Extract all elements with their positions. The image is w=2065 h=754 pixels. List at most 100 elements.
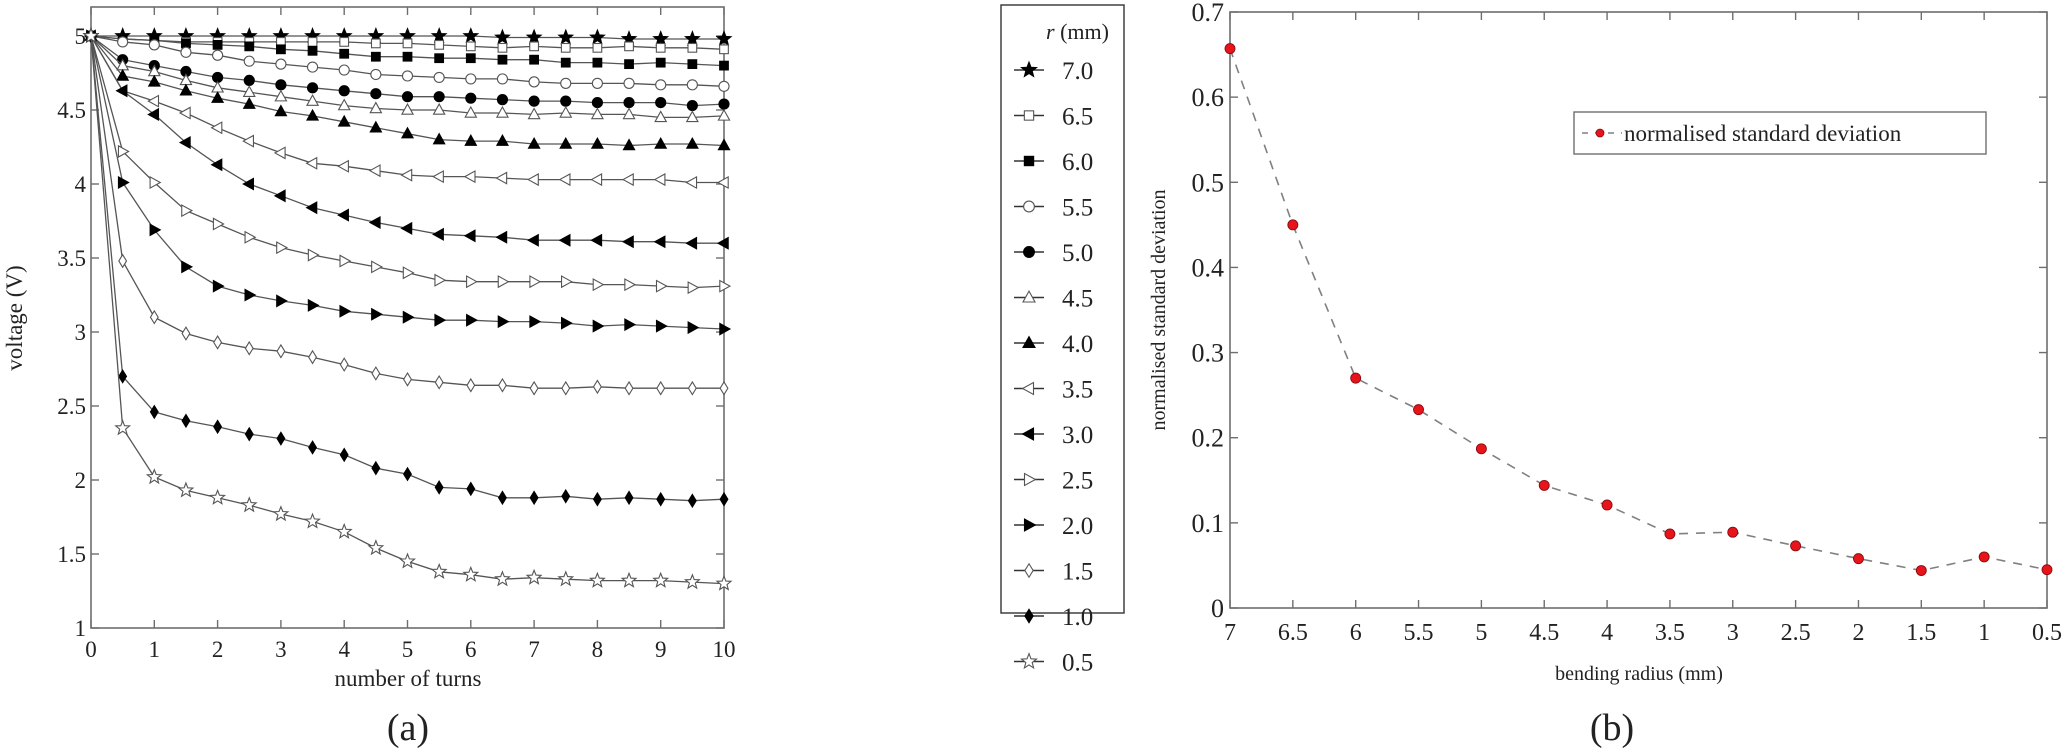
- circle-marker-icon: [718, 80, 730, 92]
- triangle-left-marker-icon: [558, 173, 571, 187]
- x-tick-label-b: 2: [1852, 620, 1864, 646]
- diamond-marker-icon: [497, 377, 507, 393]
- triangle-left-marker-icon: [1021, 381, 1035, 396]
- series-r-1.0: [86, 28, 729, 509]
- data-point-marker: [1413, 404, 1424, 416]
- series-group-b: [1224, 43, 2053, 576]
- triangle-right-marker-icon: [371, 307, 383, 321]
- triangle-right-marker-icon: [339, 254, 352, 268]
- legend-item-a: 6.0: [1014, 149, 1093, 176]
- y-tick-label-b: 0.4: [1192, 253, 1225, 282]
- diamond-marker-icon: [561, 488, 571, 504]
- triangle-left-marker-icon: [400, 168, 413, 182]
- diamond-marker-icon: [624, 380, 634, 396]
- triangle-right-marker-icon: [687, 321, 700, 335]
- triangle-left-marker-icon: [305, 201, 318, 215]
- triangle-right-marker-icon: [307, 298, 320, 312]
- triangle-left-marker-icon: [716, 175, 729, 190]
- square-marker-icon: [719, 44, 729, 55]
- circle-marker-icon: [591, 77, 603, 89]
- triangle-left-marker-icon: [273, 146, 286, 160]
- y-tick-label-a: 3.5: [57, 246, 86, 271]
- data-point-marker: [1978, 551, 1990, 563]
- triangle-up-marker-icon: [464, 105, 478, 118]
- y-tick-label-b: 0.1: [1192, 509, 1225, 538]
- triangle-up-marker-icon: [337, 98, 351, 111]
- series-r-6.5: [86, 31, 729, 55]
- legend-item-a: 4.5: [1014, 286, 1093, 313]
- triangle-left-marker-icon: [685, 236, 698, 250]
- circle-marker-icon: [623, 77, 635, 89]
- series-r-6.0: [86, 31, 729, 71]
- triangle-right-marker-icon: [434, 273, 447, 287]
- series-r-0.5: [82, 27, 733, 591]
- triangle-up-marker-icon: [464, 133, 478, 146]
- triangle-up-marker-icon: [274, 89, 288, 102]
- legend-item-a: 3.0: [1014, 422, 1093, 449]
- legend-title-a: r (mm): [1046, 19, 1109, 44]
- diamond-marker-icon: [276, 343, 286, 359]
- legend-label-a: 6.0: [1062, 149, 1093, 176]
- diamond-marker-icon: [656, 380, 666, 396]
- triangle-left-marker-icon: [463, 229, 476, 243]
- triangle-left-marker-icon: [495, 230, 508, 244]
- triangle-right-marker-icon: [1023, 518, 1037, 532]
- x-axis-label-a: number of turns: [335, 666, 482, 691]
- circle-marker-icon: [496, 94, 509, 106]
- diamond-marker-icon: [529, 380, 539, 396]
- legend-item-a: 1.0: [1014, 604, 1093, 631]
- y-tick-label-a: 2: [75, 468, 87, 493]
- y-tick-label-a: 5: [75, 24, 87, 49]
- legend-item-a: 0.5: [1014, 650, 1093, 677]
- triangle-left-marker-icon: [463, 170, 476, 184]
- y-axis-label-b: normalised standard deviation: [1148, 189, 1170, 430]
- diamond-marker-icon: [339, 357, 349, 372]
- triangle-up-marker-icon: [211, 91, 225, 103]
- triangle-left-marker-icon: [590, 233, 603, 247]
- triangle-right-marker-icon: [307, 248, 320, 262]
- circle-marker-icon: [212, 49, 224, 61]
- diamond-marker-icon: [687, 380, 697, 396]
- triangle-up-marker-icon: [622, 107, 636, 120]
- data-point-marker: [1350, 372, 1362, 384]
- square-marker-icon: [529, 41, 539, 52]
- triangle-left-marker-icon: [273, 189, 286, 203]
- circle-marker-icon: [338, 85, 350, 97]
- axis-ticks-b: 7 6.5 6 5.5 5 4.5 4 3.5 3 2.5 2 1.5 1 0.5 0 0.1 0.2 0.3 0.…: [1192, 0, 2063, 646]
- star-marker-icon: [430, 562, 448, 579]
- legend-marker-sample-b: [1595, 128, 1605, 138]
- circle-marker-icon: [496, 73, 509, 85]
- diamond-marker-icon: [624, 490, 634, 506]
- diamond-marker-icon: [308, 440, 318, 455]
- square-marker-icon: [497, 42, 508, 53]
- star-marker-icon: [177, 481, 195, 498]
- triangle-right-marker-icon: [466, 313, 478, 327]
- diamond-marker-icon: [118, 369, 128, 384]
- triangle-left-marker-icon: [527, 173, 539, 187]
- circle-marker-icon: [401, 91, 414, 103]
- triangle-left-marker-icon: [147, 94, 160, 108]
- triangle-up-marker-icon: [369, 120, 383, 133]
- circle-marker-icon: [433, 91, 445, 103]
- triangle-right-marker-icon: [276, 241, 288, 255]
- triangle-left-marker-icon: [115, 84, 128, 98]
- star-marker-icon: [304, 512, 321, 529]
- triangle-up-marker-icon: [590, 136, 604, 149]
- triangle-up-marker-icon: [179, 83, 193, 96]
- triangle-up-marker-icon: [242, 96, 256, 109]
- x-tick-label-a: 5: [402, 637, 414, 662]
- diamond-marker-icon: [276, 431, 286, 446]
- star-marker-icon: [588, 28, 606, 45]
- legend-label-a: 5.5: [1062, 195, 1093, 222]
- series-r-2.0: [86, 29, 732, 336]
- triangle-right-marker-icon: [1023, 472, 1037, 487]
- y-tick-label-b: 0.6: [1192, 83, 1225, 112]
- diamond-marker-icon: [149, 404, 159, 420]
- diamond-marker-icon: [592, 379, 602, 395]
- series-group-a: [82, 27, 733, 591]
- y-tick-label-a: 4: [75, 172, 87, 197]
- triangle-left-marker-icon: [495, 171, 508, 185]
- triangle-up-marker-icon: [369, 101, 383, 114]
- x-tick-label-b: 5: [1475, 620, 1487, 646]
- triangle-right-marker-icon: [117, 175, 130, 190]
